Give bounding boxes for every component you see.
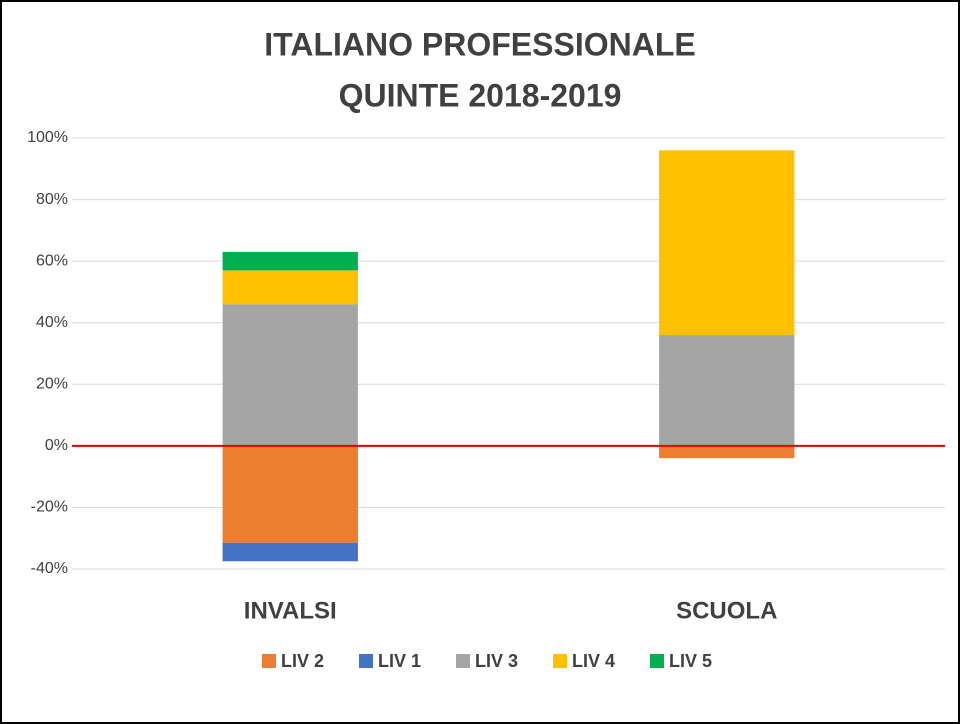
legend-swatch	[553, 654, 567, 668]
y-tick-label: -40%	[31, 560, 68, 577]
y-tick-label: 0%	[45, 437, 68, 454]
y-tick-label: 40%	[36, 314, 68, 331]
chart-title: QUINTE 2018-2019	[339, 77, 622, 113]
legend-label: LIV 2	[281, 651, 324, 671]
legend-label: LIV 4	[572, 651, 615, 671]
bar-segment	[222, 251, 358, 271]
bar-segment	[222, 304, 358, 446]
bar-segment	[659, 335, 795, 446]
x-tick-label: INVALSI	[244, 597, 337, 624]
bar-segment	[222, 542, 358, 562]
legend-swatch	[359, 654, 373, 668]
y-tick-label: 80%	[36, 191, 68, 208]
y-tick-label: 60%	[36, 252, 68, 269]
legend-label: LIV 1	[378, 651, 421, 671]
bar-segment	[222, 445, 358, 543]
legend-label: LIV 3	[475, 651, 518, 671]
y-tick-label: -20%	[31, 499, 68, 516]
legend-label: LIV 5	[669, 651, 712, 671]
bar-segment	[659, 150, 795, 336]
bar-segment	[222, 270, 358, 305]
x-tick-label: SCUOLA	[676, 597, 777, 624]
legend-swatch	[456, 654, 470, 668]
y-tick-label: 100%	[27, 129, 68, 146]
bar-segment	[659, 445, 795, 459]
chart-title: ITALIANO PROFESSIONALE	[264, 26, 695, 62]
legend-swatch	[650, 654, 664, 668]
legend-swatch	[262, 654, 276, 668]
y-tick-label: 20%	[36, 376, 68, 393]
